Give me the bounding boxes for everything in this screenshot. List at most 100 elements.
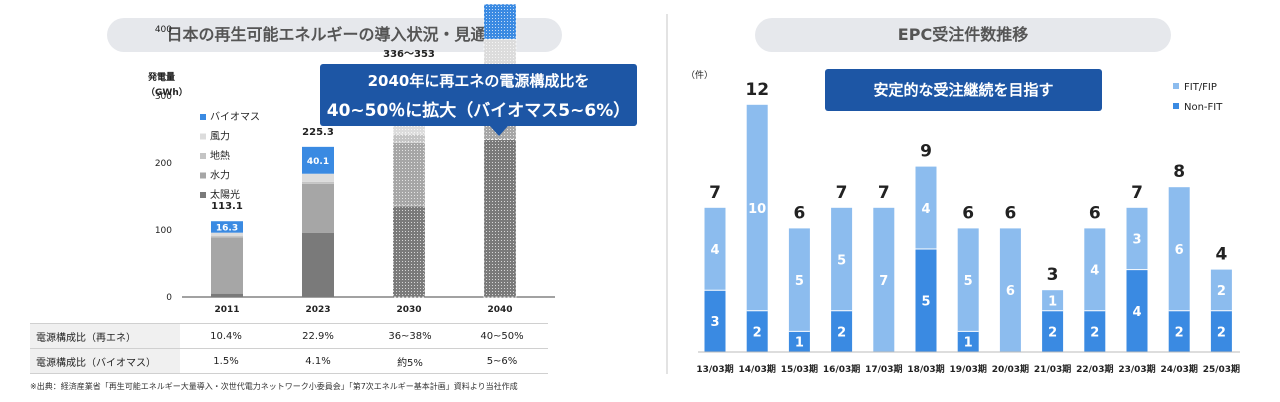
bar-value-label: 4 (1090, 264, 1099, 279)
bar-value-label: 2 (1048, 325, 1057, 340)
bar-value-label: 40.1 (307, 157, 329, 167)
bar-total-label: 4 (1215, 245, 1227, 265)
bar-segment (957, 228, 979, 332)
bar-segment (746, 310, 768, 352)
x-tick-label: 24/03期 (1161, 363, 1198, 375)
x-tick-label: 14/03期 (739, 363, 776, 375)
bar-value-label: 3 (710, 315, 719, 330)
table-cell: 10.4% (180, 323, 272, 349)
bar-segment (873, 207, 895, 352)
x-tick-label: 19/03期 (950, 363, 987, 375)
legend-swatch (200, 192, 206, 198)
y-tick-label: 300 (155, 92, 172, 102)
legend-label: 地熱 (210, 149, 230, 162)
bar-segment (788, 228, 810, 332)
orders-callout: 安定的な受注継続を目指す (825, 69, 1102, 111)
y-axis-unit: （GWh） (146, 87, 188, 98)
bar-total-label: 7 (709, 183, 721, 203)
bar-segment (211, 293, 243, 297)
table-cell: 36~38% (364, 323, 456, 349)
legend-swatch (200, 153, 206, 159)
bar-total-label: 6 (793, 203, 805, 223)
bar-segment (211, 237, 243, 294)
bar-value-label: 1 (964, 336, 973, 351)
table-cell: 4.1% (272, 348, 364, 374)
bar-total-label: 113.1 (211, 201, 243, 212)
table-row: 電源構成比（再エネ） 10.4% 22.9% 36~38% 40~50% (30, 323, 548, 349)
bar-value-label: 7 (879, 274, 888, 289)
target-callout-line1: 2040年に再エネの電源構成比を (367, 72, 590, 90)
bar-value-label: 2 (1217, 325, 1226, 340)
x-tick-label: 21/03期 (1034, 363, 1071, 375)
bar-total-label: 6 (1004, 203, 1016, 223)
energy-generation-chart: 発電量（GWh）010020030040050016.3113.1201140.… (146, 3, 555, 315)
legend-label: Non-FIT (1184, 102, 1223, 113)
table-cell: 40~50% (456, 323, 548, 349)
x-tick-label: 13/03期 (696, 363, 733, 375)
bar-segment (392, 133, 426, 143)
bar-total-label: 8 (1173, 162, 1185, 182)
bar-value-label: 5 (795, 274, 804, 289)
table-cell: 5~6% (456, 348, 548, 374)
bar-value-label: 2 (1217, 284, 1226, 299)
x-tick-label: 2030 (396, 305, 421, 315)
bar-segment (302, 173, 334, 182)
bar-value-label: 6 (1006, 284, 1015, 299)
bar-segment (704, 207, 726, 291)
bar-total-label: 3 (1047, 265, 1059, 285)
bar-value-label: 5 (837, 253, 846, 268)
y-tick-label: 400 (155, 25, 172, 35)
bar-segment (957, 331, 979, 352)
bar-segment (392, 141, 426, 207)
bar-segment (1042, 290, 1064, 311)
legend-swatch (200, 133, 206, 140)
panel-divider (666, 14, 668, 374)
bar-value-label: 5 (964, 274, 973, 289)
bar-segment (1084, 228, 1106, 311)
table-cell: 22.9% (272, 323, 364, 349)
bar-segment (704, 290, 726, 352)
bar-value-label: 16.3 (216, 223, 238, 233)
target-callout: 2040年に再エネの電源構成比を 40~50％に拡大（バイオマス5~6%） (320, 64, 637, 126)
x-tick-label: 16/03期 (823, 363, 860, 375)
target-callout-line2: 40~50％に拡大（バイオマス5~6%） (326, 101, 631, 121)
table-cell: 約5% (364, 348, 456, 374)
composition-table: 電源構成比（再エネ） 10.4% 22.9% 36~38% 40~50% 電源構… (30, 323, 548, 374)
legend-label: FIT/FIP (1184, 82, 1217, 93)
bar-segment (483, 139, 517, 298)
bar-total-label: 9 (920, 142, 932, 162)
bar-segment (1126, 207, 1148, 270)
bar-value-label: 2 (753, 325, 762, 340)
bar-segment (831, 310, 853, 352)
legend-label: 風力 (210, 130, 230, 143)
bar-total-label: 6 (1089, 203, 1101, 223)
bar-value-label: 1 (1048, 295, 1057, 310)
legend-swatch (1173, 83, 1179, 89)
bar-segment (1168, 310, 1190, 352)
bar-segment (999, 228, 1021, 352)
legend-swatch (200, 114, 206, 120)
epc-orders-chart: （件）34713/03期2101214/03期15615/03期25716/03… (686, 69, 1240, 375)
bar-value-label: 2 (837, 325, 846, 340)
x-tick-label: 18/03期 (907, 363, 944, 375)
bar-segment (1210, 269, 1232, 311)
bar-segment (1126, 269, 1148, 352)
bar-segment (302, 232, 334, 297)
bar-segment (1084, 310, 1106, 352)
x-tick-label: 20/03期 (992, 363, 1029, 375)
x-tick-label: 2040 (487, 305, 512, 315)
legend-label: 太陽光 (210, 188, 240, 201)
target-callout-arrow (490, 126, 508, 136)
bar-value-label: 4 (1132, 305, 1141, 320)
x-tick-label: 23/03期 (1118, 363, 1155, 375)
bar-segment (392, 205, 426, 298)
bar-segment (1168, 187, 1190, 311)
legend-label: バイオマス (210, 111, 260, 123)
bar-value-label: 10 (748, 202, 766, 217)
legend-swatch (1173, 103, 1179, 109)
x-tick-label: 2023 (305, 305, 330, 315)
bar-segment (1210, 310, 1232, 352)
bar-value-label: 6 (1175, 243, 1184, 258)
table-row: 電源構成比（バイオマス） 1.5% 4.1% 約5% 5~6% (30, 348, 548, 374)
bar-segment (1042, 310, 1064, 352)
